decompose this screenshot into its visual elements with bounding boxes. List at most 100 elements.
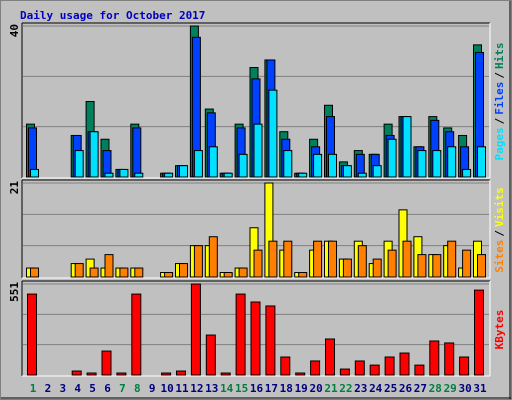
bar <box>176 370 186 376</box>
bar <box>387 249 397 278</box>
bar <box>193 245 203 278</box>
bar <box>250 301 261 376</box>
chart-title: Daily usage for October 2017 <box>20 9 205 22</box>
bar <box>27 293 37 376</box>
x-tick-label: 3 <box>59 382 66 395</box>
bar <box>164 172 174 178</box>
x-tick-label: 31 <box>473 382 487 395</box>
x-tick-label: 29 <box>444 382 457 395</box>
legend-separator: / <box>493 72 506 79</box>
bar <box>74 150 84 178</box>
bar <box>223 172 233 178</box>
bar <box>268 240 278 278</box>
bar <box>372 258 382 278</box>
bar <box>161 372 172 376</box>
legend-entry: Visits <box>493 187 506 227</box>
legend-entry: Sites <box>493 240 506 273</box>
bar <box>357 172 367 178</box>
x-tick-label: 24 <box>369 382 383 395</box>
bar <box>238 267 248 278</box>
bar <box>104 254 114 278</box>
bar <box>253 249 263 278</box>
x-tick-label: 23 <box>354 382 367 395</box>
bar <box>444 342 455 376</box>
bar <box>459 356 470 376</box>
x-tick-label: 27 <box>414 382 427 395</box>
bar <box>462 168 472 178</box>
bar <box>477 146 486 178</box>
x-tick-label: 13 <box>205 382 218 395</box>
x-tick-label: 8 <box>134 382 141 395</box>
bar <box>179 263 188 278</box>
x-tick-label: 12 <box>190 382 203 395</box>
bar <box>30 168 39 178</box>
y-tick-label: 40 <box>8 24 21 37</box>
legend-separator: / <box>493 117 506 124</box>
bar <box>131 293 142 376</box>
bar <box>372 165 382 178</box>
bar <box>104 172 114 178</box>
bar <box>447 146 457 178</box>
x-tick-label: 2 <box>45 382 52 395</box>
legend: KBytes <box>493 310 506 350</box>
legend-entry: Files <box>493 82 506 115</box>
x-tick-label: 10 <box>160 382 173 395</box>
bar <box>30 267 39 278</box>
bar <box>357 245 367 278</box>
bar <box>220 372 231 376</box>
x-tick-label: 9 <box>149 382 156 395</box>
bar <box>462 249 472 278</box>
x-tick-label: 25 <box>384 382 397 395</box>
x-tick-label: 30 <box>458 382 471 395</box>
bar <box>447 240 457 278</box>
x-tick-label: 11 <box>175 382 189 395</box>
bar <box>223 272 233 278</box>
bar <box>369 364 380 376</box>
bar <box>477 254 486 278</box>
bar <box>268 89 278 178</box>
x-tick-label: 17 <box>265 382 278 395</box>
bar <box>339 368 350 376</box>
bar <box>119 168 129 178</box>
legend-entry: Pages <box>493 127 506 160</box>
bar <box>354 360 365 376</box>
bar <box>283 240 293 278</box>
bar <box>313 153 323 178</box>
bar <box>384 356 395 376</box>
bar <box>328 240 337 278</box>
bar <box>417 254 427 278</box>
bar <box>432 254 442 278</box>
x-tick-label: 21 <box>324 382 338 395</box>
x-tick-label: 19 <box>295 382 308 395</box>
bar <box>429 340 440 376</box>
bar <box>190 283 201 376</box>
bar <box>74 263 84 278</box>
bar <box>193 150 203 178</box>
x-tick-label: 4 <box>74 382 81 395</box>
bar <box>179 165 188 178</box>
x-tick-label: 28 <box>429 382 442 395</box>
bar <box>238 153 248 178</box>
x-tick-label: 22 <box>339 382 352 395</box>
x-tick-label: 14 <box>220 382 234 395</box>
bar <box>205 334 216 376</box>
bar <box>164 272 174 278</box>
x-tick-label: 20 <box>309 382 322 395</box>
bar <box>417 150 427 178</box>
bar <box>116 372 127 376</box>
bar <box>86 372 97 376</box>
bar <box>265 305 276 376</box>
bar <box>119 267 129 278</box>
y-tick-label: 21 <box>8 181 21 195</box>
bar <box>208 236 218 278</box>
bar <box>134 267 144 278</box>
bar <box>414 364 425 376</box>
x-tick-label: 15 <box>235 382 248 395</box>
bar <box>298 272 308 278</box>
y-tick-label: 551 <box>8 282 21 302</box>
bar <box>295 372 306 376</box>
bar <box>313 240 323 278</box>
legend-entry: KBytes <box>493 310 506 350</box>
bar <box>235 293 246 376</box>
